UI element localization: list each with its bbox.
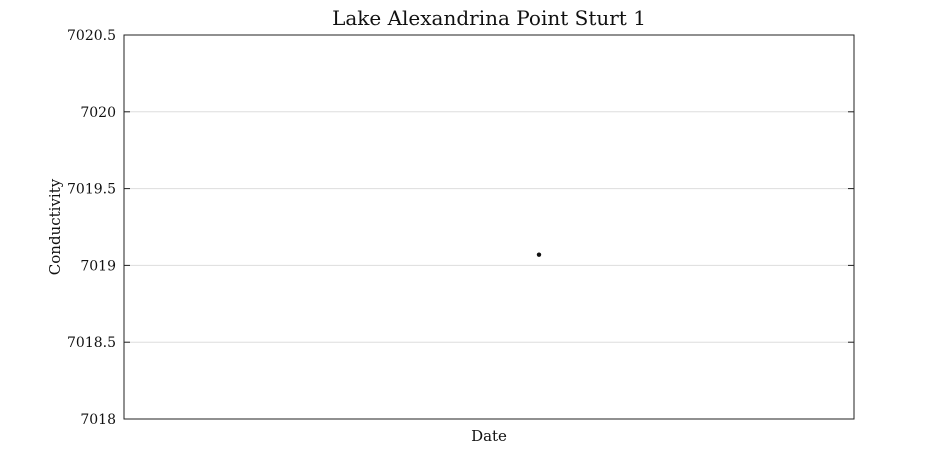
y-tick-label: 7020.5	[67, 28, 116, 44]
y-tick-label: 7019.5	[67, 182, 116, 198]
y-tick-label: 7020	[80, 105, 116, 121]
grid-lines	[124, 111, 854, 343]
y-tick-label: 7019	[80, 258, 116, 274]
y-tick-label: 7018	[80, 412, 116, 428]
y-axis-label: Conductivity	[46, 178, 64, 275]
y-axis-ticks: 7018 7018.5 7019 7019.5 7020 7020.5	[67, 28, 854, 428]
y-tick-label: 7018.5	[67, 335, 116, 351]
data-points	[536, 252, 542, 257]
plot-frame	[123, 34, 855, 420]
data-point	[536, 252, 542, 257]
x-axis-label: Date	[471, 427, 507, 445]
chart-title: Lake Alexandrina Point Sturt 1	[332, 6, 646, 30]
